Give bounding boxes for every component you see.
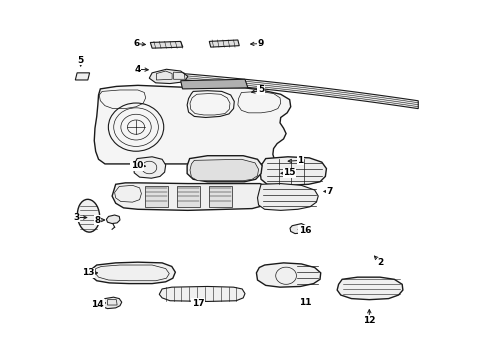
Polygon shape: [149, 69, 188, 84]
Polygon shape: [106, 215, 120, 224]
Text: 4: 4: [135, 65, 141, 74]
Polygon shape: [256, 263, 321, 287]
Text: 11: 11: [299, 298, 311, 307]
Text: 8: 8: [95, 216, 101, 225]
Polygon shape: [209, 186, 232, 207]
Polygon shape: [260, 157, 326, 185]
Polygon shape: [258, 184, 318, 210]
Text: 9: 9: [258, 39, 264, 48]
Polygon shape: [159, 287, 245, 301]
Text: 3: 3: [74, 213, 79, 222]
Text: 13: 13: [81, 268, 94, 277]
Polygon shape: [134, 157, 166, 178]
Ellipse shape: [77, 199, 99, 232]
Polygon shape: [150, 41, 183, 48]
Text: 15: 15: [283, 168, 296, 177]
Polygon shape: [173, 73, 418, 109]
Polygon shape: [112, 183, 270, 210]
Polygon shape: [190, 159, 259, 181]
Polygon shape: [177, 186, 200, 207]
Text: 2: 2: [378, 258, 384, 267]
Polygon shape: [209, 40, 239, 47]
Text: 16: 16: [299, 225, 311, 234]
Polygon shape: [75, 73, 90, 80]
Polygon shape: [145, 186, 168, 207]
Text: 1: 1: [297, 156, 303, 165]
Text: 5: 5: [258, 85, 264, 94]
Polygon shape: [337, 277, 403, 300]
Text: 17: 17: [192, 299, 204, 308]
Polygon shape: [290, 224, 306, 234]
Text: 12: 12: [363, 315, 375, 324]
Polygon shape: [101, 297, 122, 309]
Text: 10: 10: [131, 161, 143, 170]
Text: 6: 6: [133, 39, 140, 48]
Polygon shape: [187, 156, 262, 182]
Text: 14: 14: [92, 300, 104, 309]
Polygon shape: [91, 262, 175, 284]
Text: 7: 7: [327, 187, 333, 196]
Text: 5: 5: [77, 56, 84, 65]
Polygon shape: [94, 85, 291, 164]
Polygon shape: [181, 79, 248, 89]
